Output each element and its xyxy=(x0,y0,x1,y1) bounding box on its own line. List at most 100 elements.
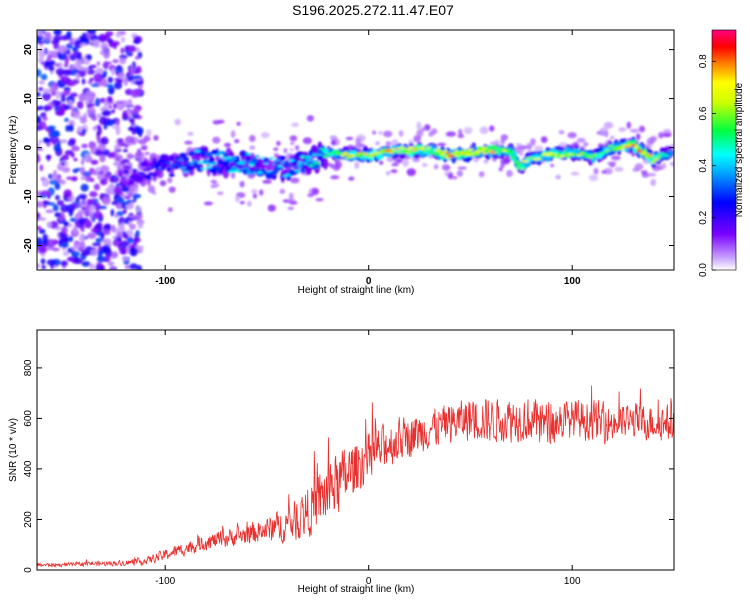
spectrogram-cell xyxy=(273,159,281,162)
spectrogram-cell xyxy=(413,135,420,142)
spectrogram-cell xyxy=(133,186,139,194)
spectrogram-cell xyxy=(383,130,393,138)
spectrogram-cell xyxy=(51,247,60,252)
spectrogram-cell xyxy=(115,104,123,109)
spectrogram-cell xyxy=(323,156,328,170)
spectrogram-cell xyxy=(76,101,84,109)
spectrogram-cell xyxy=(537,157,542,160)
spectrogram-cell xyxy=(88,141,94,147)
spectrogram-cell xyxy=(604,130,609,138)
spectrogram-cell xyxy=(407,146,415,149)
spectrogram-cell xyxy=(587,156,594,159)
spectrogram-cell xyxy=(38,30,44,37)
spectrogram-cell xyxy=(254,155,260,158)
spectrogram-cell xyxy=(153,135,159,141)
spectrogram-cell xyxy=(37,69,42,77)
spectrogram-cell xyxy=(63,87,71,91)
spectrogram-cell xyxy=(306,115,314,122)
spectrogram-cell xyxy=(217,191,224,195)
spectrogram-cell xyxy=(425,146,431,149)
spectrogram-cell xyxy=(442,150,449,153)
spectrogram-cell xyxy=(604,150,612,152)
spectrogram-cell xyxy=(115,100,125,105)
spectrogram-cell xyxy=(37,92,41,97)
spectrogram-cell xyxy=(84,153,91,162)
spectrogram-cell xyxy=(370,153,378,155)
spectrogram-cell xyxy=(316,151,323,161)
spectrogram-cell xyxy=(92,125,98,131)
spectrogram-cell xyxy=(100,50,104,56)
spectrogram-cell xyxy=(340,154,345,157)
spectrogram-cell xyxy=(46,259,56,266)
spectrogram-cell xyxy=(42,200,51,205)
spectrogram-cell xyxy=(57,45,68,54)
spectrogram-cell xyxy=(607,161,617,166)
spectrogram-cell xyxy=(93,210,103,219)
spectrogram-cell xyxy=(345,136,354,141)
spectrogram-cell xyxy=(78,217,87,225)
spectrogram-cell xyxy=(556,152,562,156)
spectrogram-cell xyxy=(93,183,100,191)
y-tick-label: 10 xyxy=(23,93,34,105)
spectrogram-cell xyxy=(125,203,134,209)
spectrogram-cell xyxy=(68,64,75,71)
spectrogram-cell xyxy=(348,176,355,181)
x-tick-label: -100 xyxy=(155,576,175,587)
spectrogram-cell xyxy=(147,185,156,193)
spectrogram-cell xyxy=(120,47,125,54)
spectrogram-cell xyxy=(37,244,47,254)
spectrogram-cell xyxy=(462,150,468,153)
spectrogram-cell xyxy=(101,111,109,116)
spectrogram-cell xyxy=(46,221,52,229)
spectrogram-cell xyxy=(210,184,218,189)
x-tick-label: -100 xyxy=(155,276,175,287)
spectrogram-cell xyxy=(618,127,627,132)
spectrogram-cell xyxy=(506,169,513,178)
spectrogram-cell xyxy=(277,165,283,168)
spectrogram-cell xyxy=(236,121,241,126)
y-tick-label: 600 xyxy=(23,410,34,427)
spectrogram-cell xyxy=(105,119,115,127)
spectrogram-cell xyxy=(422,162,428,168)
spectrogram-cell xyxy=(223,153,229,158)
spectrogram-cell xyxy=(547,152,554,155)
spectrogram-cell xyxy=(68,235,74,243)
spectrogram-cell xyxy=(246,170,252,175)
spectrogram-cell xyxy=(70,92,78,98)
spectrogram-cell xyxy=(87,232,97,239)
spectrogram-cell xyxy=(549,163,555,168)
spectrogram-cell xyxy=(54,212,61,218)
spectrogram-cell xyxy=(135,205,142,213)
spectrogram-cell xyxy=(42,88,51,94)
spectrogram-cell xyxy=(191,159,198,163)
spectrogram-cell xyxy=(133,40,140,44)
spectrogram-cell xyxy=(267,204,276,212)
spectrogram-cell xyxy=(66,176,73,180)
spectrogram-cell xyxy=(378,131,383,135)
spectrogram-cell xyxy=(239,201,245,205)
spectrogram-cell xyxy=(124,136,135,143)
spectrogram-cell xyxy=(636,133,641,141)
spectrogram-cell xyxy=(263,162,269,165)
spectrogram-cell xyxy=(498,167,503,172)
spectrogram-cell xyxy=(85,218,91,226)
spectrogram-cell xyxy=(329,135,338,140)
spectrogram-cell xyxy=(316,153,324,156)
spectrogram-cell xyxy=(89,191,98,198)
spectrogram-cell xyxy=(368,155,374,158)
spectrogram-cell xyxy=(90,178,95,182)
spectrogram-cell xyxy=(102,62,109,69)
spectrogram-cell xyxy=(133,238,138,245)
spectrogram-cell xyxy=(223,159,229,161)
spectrogram-cell xyxy=(285,173,292,176)
spectrogram-cell xyxy=(636,149,642,152)
spectrogram-cell xyxy=(330,175,340,180)
spectrogram-xlabel: Height of straight line (km) xyxy=(298,285,415,296)
spectrogram-cell xyxy=(583,142,589,146)
spectrogram-cell xyxy=(71,145,80,152)
spectrogram-cell xyxy=(47,125,56,131)
spectrogram-cell xyxy=(420,127,427,132)
spectrogram-cell xyxy=(117,183,124,186)
spectrogram-cell xyxy=(647,154,654,157)
